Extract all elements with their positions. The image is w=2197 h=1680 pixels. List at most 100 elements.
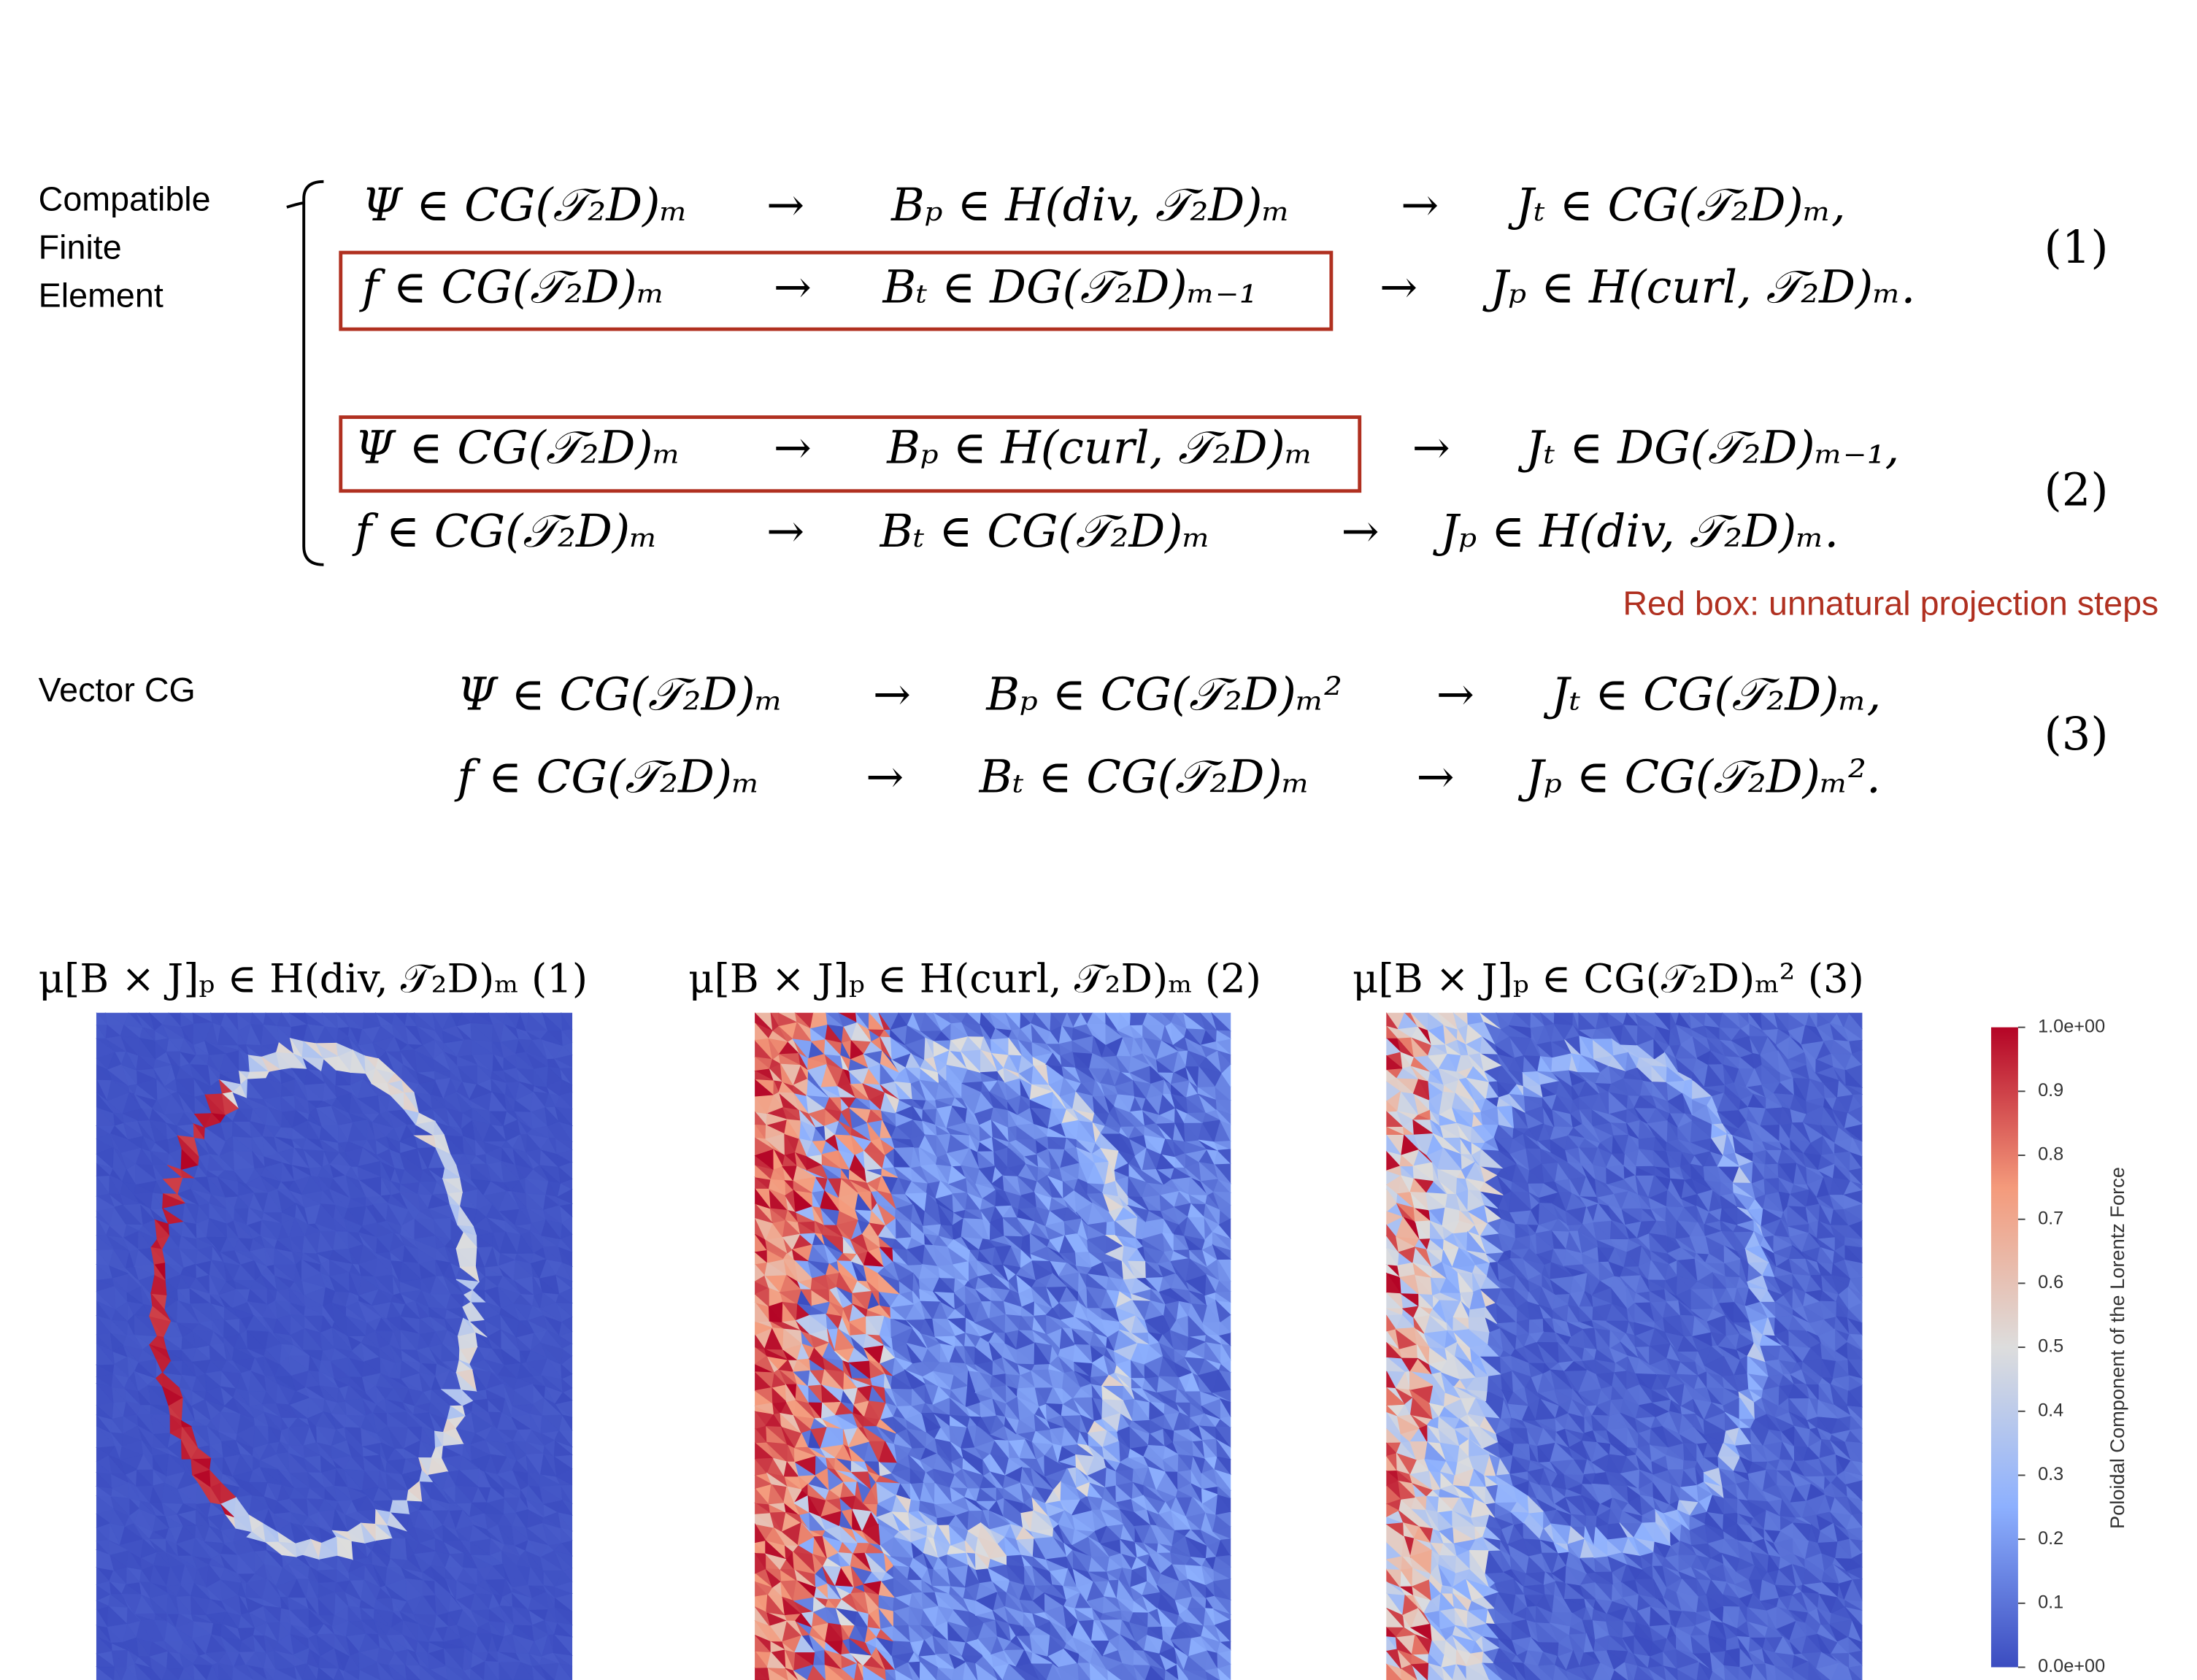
mesh-cells (781, 1596, 801, 1614)
mesh-cells (1751, 1331, 1761, 1346)
mesh-cells (869, 1360, 885, 1374)
mesh-cells (1412, 1579, 1431, 1601)
mesh-cells (1466, 1653, 1483, 1667)
mesh-cells (1409, 1441, 1425, 1461)
mesh-cells (754, 1287, 769, 1308)
mesh-cells (1515, 1230, 1863, 1680)
mesh-cells (1452, 1329, 1471, 1349)
mesh-cells (1108, 1206, 1124, 1222)
mesh-cells (755, 1579, 815, 1668)
mesh-cells (1386, 1341, 1403, 1359)
mesh-cells (434, 1430, 444, 1447)
mesh-cells (1410, 1662, 1429, 1680)
mesh-cells (825, 1263, 840, 1276)
mesh-cells (795, 1383, 809, 1403)
colorbar-tick-label: 1.0e+00 (2038, 1016, 2105, 1036)
mesh-cells (1511, 1122, 1793, 1656)
math-term: Jₚ ∈ H(div, 𝒯₂D)ₘ. (1433, 504, 1839, 558)
mesh-cells (1493, 1608, 1513, 1624)
mesh-cells (1104, 1113, 1231, 1643)
mesh-cells (864, 1552, 887, 1573)
mesh-cells (870, 1511, 1034, 1557)
mesh-cells (871, 1646, 885, 1670)
mesh-cells (837, 1192, 858, 1211)
mesh-cells (895, 1080, 1190, 1630)
mesh-cells (961, 1091, 1174, 1376)
math-term: Ψ ∈ CG(𝒯₂D)ₘ (457, 668, 783, 721)
mesh-cells (948, 1414, 970, 1428)
mesh-cells (1691, 1105, 1713, 1125)
section-label: Element (39, 277, 163, 315)
mesh-cells (847, 1068, 1136, 1571)
mesh-cells (1015, 1139, 1187, 1565)
mesh-cells (766, 1651, 786, 1669)
mesh-cells (455, 1371, 477, 1392)
mesh-cells (1432, 1180, 1447, 1195)
mesh-cells (1653, 1039, 1665, 1060)
mesh-cells (911, 1052, 1231, 1611)
mesh-cells (335, 1536, 353, 1561)
mesh-cells (140, 1557, 155, 1571)
mesh-cells (755, 1187, 893, 1656)
mesh-cells (1595, 1176, 1863, 1614)
math-term: Jₚ ∈ CG(𝒯₂D)ₘ². (1517, 750, 1881, 803)
mesh-cells (980, 1260, 1146, 1544)
mesh-cells (440, 1389, 463, 1406)
mesh-cells (825, 1490, 841, 1500)
mesh-cells (855, 1495, 872, 1512)
mesh-cells (909, 1592, 924, 1610)
mesh-cells (1612, 1082, 1838, 1484)
math-term: Bₜ ∈ CG(𝒯₂D)ₘ (979, 750, 1310, 803)
mesh-cells (1485, 1135, 1852, 1680)
mesh-cells (1452, 1334, 1782, 1654)
mesh-cells (1428, 1403, 1445, 1417)
mesh-cells (793, 1180, 1147, 1514)
mesh-cells (1493, 1080, 1850, 1584)
mesh-cells (1453, 1426, 1470, 1440)
mesh-cells (1543, 1510, 1551, 1530)
mesh-cells (755, 1203, 886, 1533)
mesh-cells (794, 1613, 812, 1628)
mesh-cells (969, 1416, 982, 1426)
mesh-cells (1386, 1581, 1407, 1596)
math-term: Ψ ∈ CG(𝒯₂D)ₘ (355, 420, 681, 474)
mesh-cells (1131, 1293, 1150, 1301)
mesh-cells (1444, 1341, 1490, 1680)
mesh-cells (155, 1358, 172, 1387)
mesh-cells (1102, 1486, 1117, 1503)
mesh-cells (1411, 1633, 1429, 1655)
mesh-cells (1495, 1473, 1513, 1487)
mesh-cells (933, 1244, 953, 1265)
mesh-cells (1744, 1305, 1769, 1323)
mesh-cells (793, 1415, 812, 1433)
mesh-cells (754, 1113, 813, 1622)
mesh-cells (209, 1122, 395, 1470)
mesh-cells (1485, 1128, 1863, 1671)
colorbar-tick-label: 0.0e+00 (2038, 1656, 2105, 1676)
mesh-cells (1409, 1623, 1432, 1641)
mesh-cells (825, 1165, 1231, 1626)
red-box (339, 250, 1334, 331)
mesh-cells (1516, 1301, 1637, 1624)
mesh-cells (1385, 1556, 1403, 1571)
mesh-cells (785, 1620, 802, 1636)
mesh-cells (850, 1253, 865, 1266)
mesh-cells (1101, 1418, 1118, 1432)
mesh-cells (765, 1527, 786, 1546)
mesh-cells (1015, 1527, 1035, 1540)
mesh-cells (850, 1093, 1217, 1649)
mesh-cells (850, 1653, 872, 1666)
mesh-cells (1104, 1245, 1124, 1262)
colorbar-tick-label: 0.3 (2038, 1464, 2063, 1484)
mesh-cells (1753, 1230, 1764, 1246)
mesh-cells (335, 1055, 352, 1074)
mesh-cells (836, 1271, 853, 1295)
mesh-cells (1537, 1052, 1755, 1498)
mesh-cells (1090, 1556, 1132, 1587)
mesh-cells (827, 1598, 842, 1608)
colorbar-tick-label: 0.4 (2038, 1400, 2063, 1420)
mesh-cells (1437, 1454, 1490, 1531)
mesh-cells (895, 1494, 912, 1514)
mesh-cells (1395, 1627, 1416, 1638)
mesh-cells (1469, 1426, 1483, 1449)
